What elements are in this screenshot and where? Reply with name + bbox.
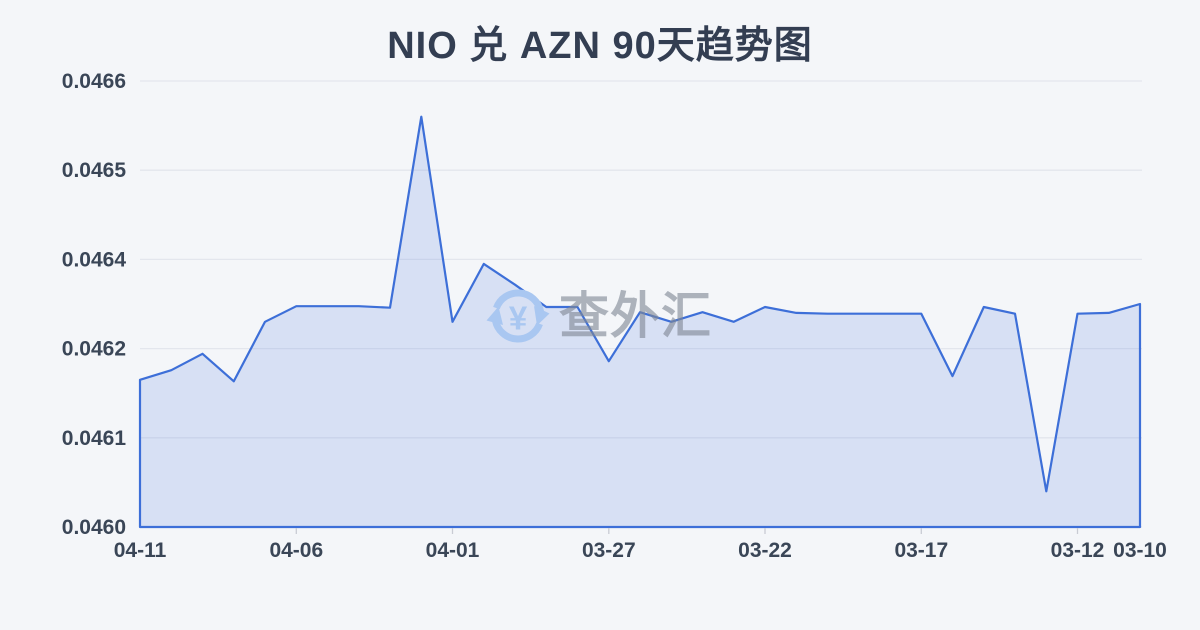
x-axis-label: 03-27 xyxy=(582,539,636,562)
x-axis-label: 03-22 xyxy=(738,539,792,562)
y-axis-label: 0.0460 xyxy=(62,516,126,539)
x-axis-label: 03-17 xyxy=(894,539,948,562)
x-axis-label: 04-06 xyxy=(269,539,323,562)
y-axis-label: 0.0461 xyxy=(62,427,127,450)
trend-area xyxy=(138,115,1142,529)
y-axis-label: 0.0465 xyxy=(62,159,127,182)
y-axis-label: 0.0464 xyxy=(62,248,127,271)
chart-title: NIO 兑 AZN 90天趋势图 xyxy=(387,25,813,67)
y-axis-label: 0.0466 xyxy=(62,70,126,93)
x-axis-label: 04-11 xyxy=(114,539,167,562)
x-axis-labels: 04-11 04-06 04-01 03-27 03-22 03-17 03-12 03-10 xyxy=(114,539,1167,562)
y-axis-labels: 0.0466 0.0465 0.0464 0.0462 0.0461 0.0460 xyxy=(62,70,127,539)
y-axis-label: 0.0462 xyxy=(62,338,126,361)
area-series xyxy=(138,115,1142,529)
x-axis-label: 03-10 xyxy=(1113,539,1167,562)
x-axis-label: 03-12 xyxy=(1051,539,1105,562)
x-axis-ticks xyxy=(295,528,1079,534)
x-axis-label: 04-01 xyxy=(426,539,480,562)
